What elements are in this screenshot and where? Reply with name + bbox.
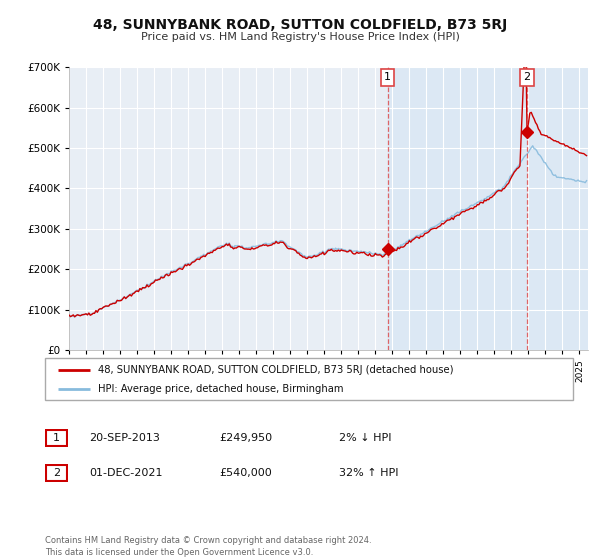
Text: Price paid vs. HM Land Registry's House Price Index (HPI): Price paid vs. HM Land Registry's House … xyxy=(140,32,460,43)
Text: Contains HM Land Registry data © Crown copyright and database right 2024.
This d: Contains HM Land Registry data © Crown c… xyxy=(45,536,371,557)
Text: HPI: Average price, detached house, Birmingham: HPI: Average price, detached house, Birm… xyxy=(98,384,343,394)
Text: 32% ↑ HPI: 32% ↑ HPI xyxy=(339,468,398,478)
Text: £249,950: £249,950 xyxy=(219,433,272,443)
Text: 48, SUNNYBANK ROAD, SUTTON COLDFIELD, B73 5RJ (detached house): 48, SUNNYBANK ROAD, SUTTON COLDFIELD, B7… xyxy=(98,365,454,375)
Text: 1: 1 xyxy=(53,433,60,443)
Text: 01-DEC-2021: 01-DEC-2021 xyxy=(89,468,162,478)
Text: 2: 2 xyxy=(524,72,530,82)
Text: 20-SEP-2013: 20-SEP-2013 xyxy=(89,433,160,443)
Text: 1: 1 xyxy=(384,72,391,82)
Bar xyxy=(388,67,600,350)
Text: 2: 2 xyxy=(53,468,60,478)
Text: 2% ↓ HPI: 2% ↓ HPI xyxy=(339,433,391,443)
Text: 48, SUNNYBANK ROAD, SUTTON COLDFIELD, B73 5RJ: 48, SUNNYBANK ROAD, SUTTON COLDFIELD, B7… xyxy=(93,18,507,32)
Text: £540,000: £540,000 xyxy=(219,468,272,478)
